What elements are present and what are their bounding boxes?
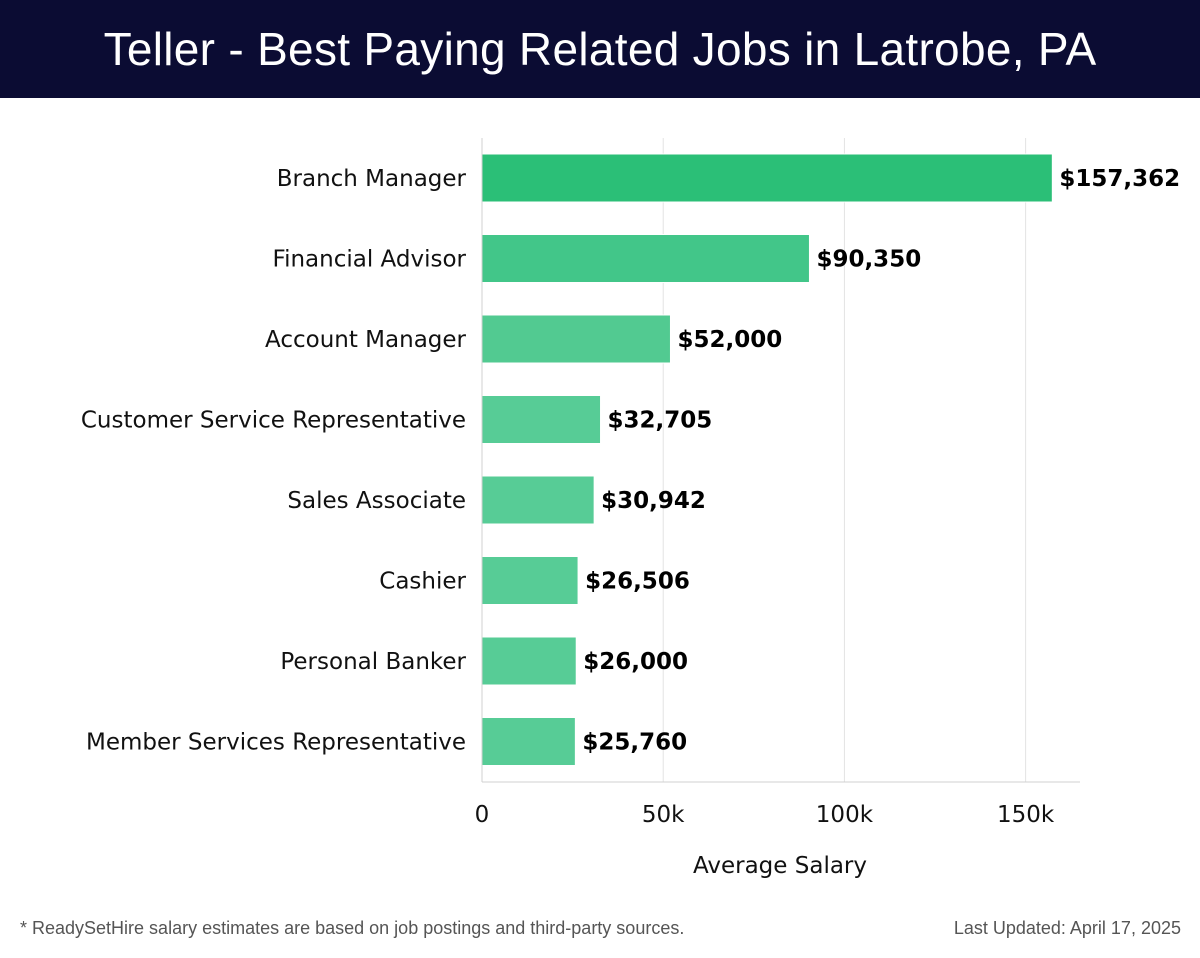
bars	[481, 153, 1053, 766]
value-label: $32,705	[608, 408, 713, 434]
category-label: Account Manager	[265, 327, 467, 353]
bar	[481, 395, 602, 444]
value-labels: $157,362 $90,350 $52,000 $32,705 $30,942 $26,…	[582, 166, 1180, 756]
value-label: $52,000	[677, 327, 782, 353]
bar	[481, 153, 1053, 203]
chart-title: Teller - Best Paying Related Jobs in Lat…	[103, 23, 1097, 75]
last-updated-text: Last Updated: April 17, 2025	[953, 918, 1181, 938]
x-tick-label: 0	[475, 802, 490, 828]
category-label: Cashier	[379, 569, 466, 595]
bar	[481, 314, 671, 364]
value-label: $26,506	[585, 569, 690, 595]
bar	[481, 717, 576, 766]
category-labels: Branch Manager Financial Advisor Account M…	[81, 166, 467, 756]
category-label: Customer Service Representative	[81, 408, 466, 434]
bar	[481, 475, 595, 525]
category-label: Branch Manager	[277, 166, 467, 192]
value-label: $26,000	[583, 649, 688, 675]
x-tick-label: 100k	[816, 802, 874, 828]
x-axis-title: Average Salary	[693, 853, 867, 879]
x-tick-label: 150k	[997, 802, 1055, 828]
value-label: $157,362	[1059, 166, 1180, 192]
category-label: Personal Banker	[280, 649, 466, 675]
category-label: Sales Associate	[287, 488, 466, 514]
footer-note: * ReadySetHire salary estimates are base…	[20, 918, 685, 938]
x-axis: 0 50k 100k 150k	[475, 138, 1080, 828]
title-bar: Teller - Best Paying Related Jobs in Lat…	[0, 0, 1200, 98]
category-label: Member Services Representative	[86, 730, 466, 756]
value-label: $30,942	[601, 488, 706, 514]
bar	[481, 234, 810, 283]
x-tick-label: 50k	[642, 802, 685, 828]
value-label: $25,760	[582, 730, 687, 756]
category-label: Financial Advisor	[273, 247, 467, 273]
bar	[481, 636, 577, 686]
value-label: $90,350	[816, 247, 921, 273]
bar	[481, 556, 579, 605]
